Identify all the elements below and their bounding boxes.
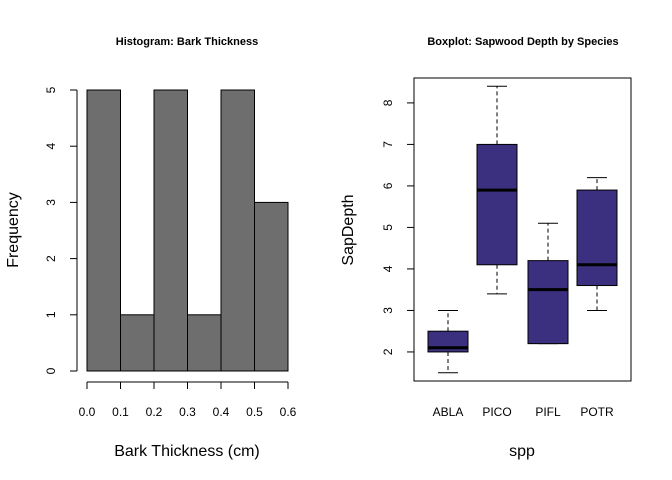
boxplot-y-tick-label: 2	[381, 348, 395, 355]
histogram-x-tick-label: 0.6	[280, 405, 297, 419]
histogram-x-tick-label: 0.5	[246, 405, 263, 419]
boxplot-boxes	[427, 85, 618, 374]
histogram-x-axis: 0.0 0.1 0.2 0.3 0.4 0.5 0.6	[79, 381, 297, 419]
boxplot-y-label: SapDepth	[340, 194, 357, 265]
histogram-x-tick-label: 0.4	[213, 405, 230, 419]
box-iqr	[527, 260, 569, 345]
box-potr	[576, 177, 618, 311]
boxplot-y-axis: 2 3 4 5 6 7 8	[381, 99, 414, 355]
histogram-y-tick-label: 5	[44, 86, 58, 93]
boxplot-y-tick-label: 4	[381, 265, 395, 272]
histogram-y-tick-label: 2	[44, 255, 58, 262]
boxplot-y-tick-label: 6	[381, 182, 395, 189]
histogram-x-label: Bark Thickness (cm)	[114, 443, 260, 460]
boxplot-panel: Boxplot: Sapwood Depth by Species ABLA PI…	[340, 36, 632, 460]
histogram-bar	[153, 89, 188, 372]
histogram-bar	[86, 89, 121, 372]
histogram-bar	[120, 314, 155, 372]
histogram-title: Histogram: Bark Thickness	[116, 36, 258, 48]
histogram-bar	[187, 314, 222, 372]
boxplot-y-tick-label: 3	[381, 307, 395, 314]
box-iqr	[576, 189, 618, 287]
box-pico	[476, 85, 518, 295]
box-abla	[427, 309, 469, 374]
histogram-bars	[86, 89, 289, 372]
histogram-y-tick-label: 1	[44, 311, 58, 318]
histogram-x-tick-label: 0.1	[112, 405, 129, 419]
boxplot-x-axis: ABLA PICO PIFL POTR	[433, 405, 614, 419]
boxplot-y-tick-label: 5	[381, 224, 395, 231]
boxplot-x-tick-label: POTR	[580, 405, 614, 419]
histogram-x-tick-label: 0.3	[179, 405, 196, 419]
histogram-bar	[254, 201, 289, 372]
histogram-y-tick-label: 0	[44, 367, 58, 374]
boxplot-x-tick-label: PIFL	[535, 405, 561, 419]
boxplot-frame	[413, 77, 632, 382]
histogram-bar	[220, 89, 255, 372]
histogram-y-tick-label: 3	[44, 199, 58, 206]
histogram-y-label: Frequency	[5, 192, 22, 268]
boxplot-y-tick-label: 7	[381, 141, 395, 148]
boxplot-x-tick-label: PICO	[482, 405, 511, 419]
boxplot-y-tick-label: 8	[381, 99, 395, 106]
box-pifl	[527, 222, 569, 345]
histogram-x-tick-label: 0.0	[79, 405, 96, 419]
histogram-panel: Histogram: Bark Thickness 0.0 0.1 0.2 0.3 0.…	[5, 36, 297, 460]
boxplot-x-label: spp	[509, 443, 535, 460]
box-iqr	[476, 143, 518, 266]
boxplot-title: Boxplot: Sapwood Depth by Species	[427, 36, 618, 48]
histogram-y-axis: 0 1 2 3 4 5	[44, 86, 78, 374]
histogram-y-tick-label: 4	[44, 143, 58, 150]
boxplot-x-tick-label: ABLA	[433, 405, 464, 419]
histogram-x-tick-label: 0.2	[146, 405, 163, 419]
